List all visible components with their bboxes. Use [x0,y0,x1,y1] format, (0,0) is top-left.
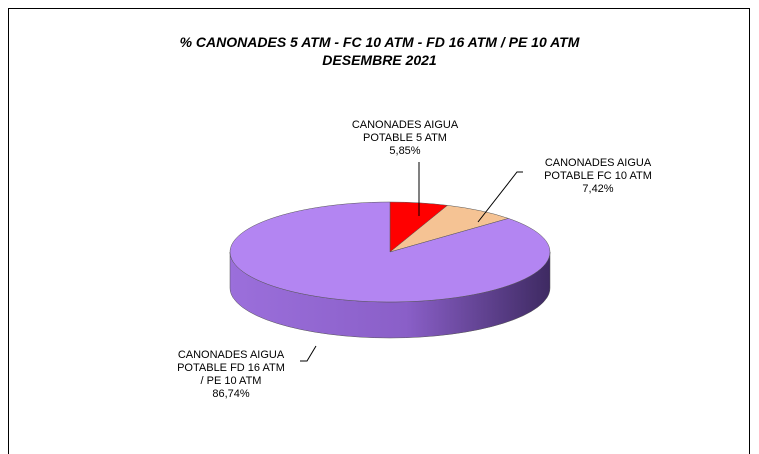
chart-frame [8,8,750,454]
chart-subtitle: DESEMBRE 2021 [322,52,437,68]
pie-slice [229,201,551,303]
chart-title: % CANONADES 5 ATM - FC 10 ATM - FD 16 AT… [179,34,580,50]
leader-line [300,345,317,362]
slice-value-label: 7,42% [582,183,614,195]
slice-label: CANONADES AIGUA POTABLE FD 16 ATM / PE 1… [177,349,285,387]
slice-label: CANONADES AIGUA POTABLE 5 ATM [351,119,459,144]
slice-label: CANONADES AIGUA POTABLE FC 10 ATM [544,157,652,182]
slice-value-label: 5,85% [389,145,421,157]
slice-value-label: 86,74% [212,388,250,400]
leader-line [477,171,523,223]
